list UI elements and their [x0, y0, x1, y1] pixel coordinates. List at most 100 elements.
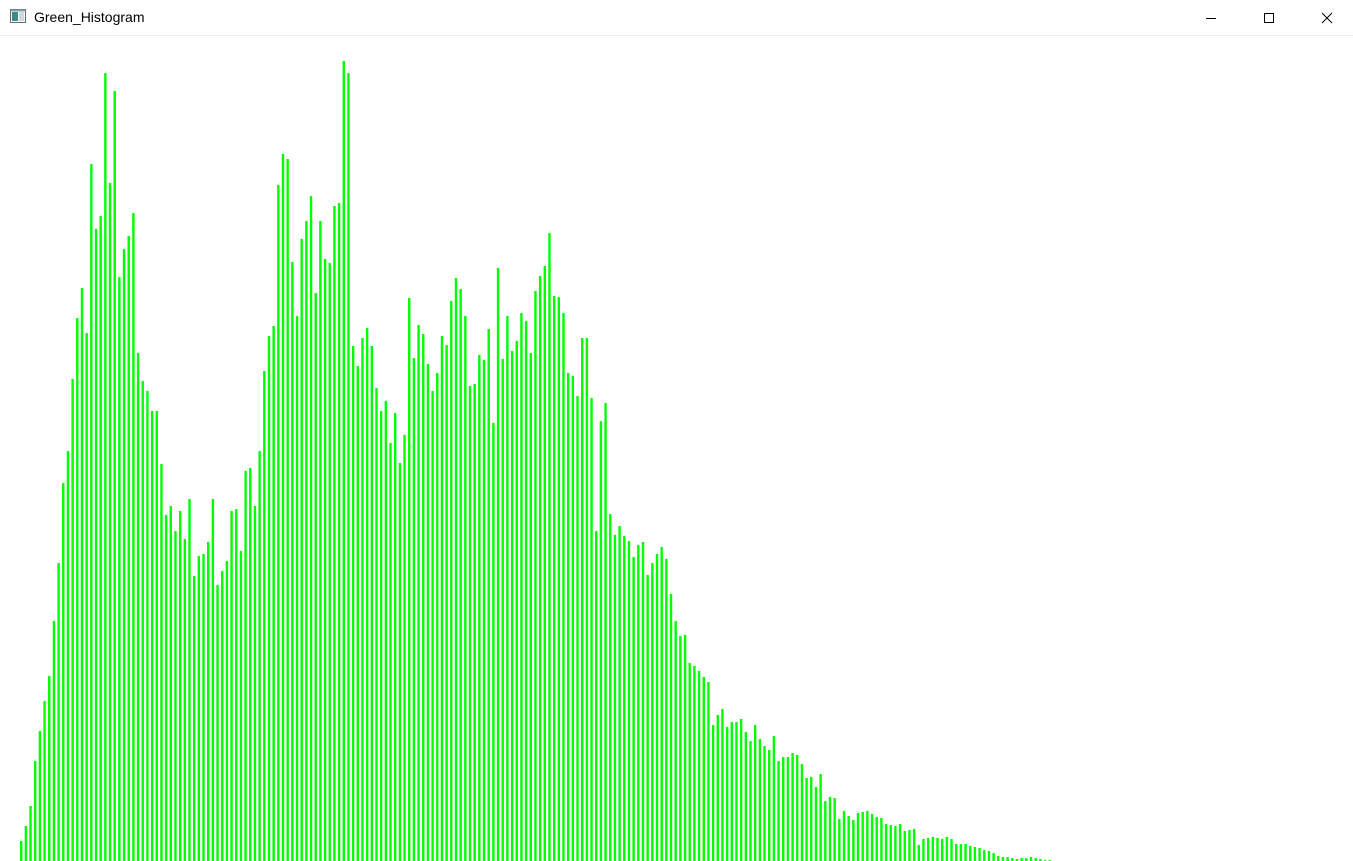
histogram-bar-207 — [987, 851, 991, 861]
histogram-bar-140 — [674, 621, 677, 861]
histogram-bar-154 — [739, 719, 743, 861]
histogram-bar-3 — [34, 761, 37, 861]
histogram-bar-203 — [969, 846, 972, 861]
histogram-bar-48 — [244, 471, 247, 861]
histogram-bar-55 — [277, 185, 280, 861]
histogram-bar-82 — [403, 435, 406, 861]
histogram-bar-44 — [225, 561, 229, 861]
histogram-bar-20 — [113, 91, 116, 861]
histogram-bar-130 — [627, 541, 631, 861]
histogram-bar-169 — [810, 777, 813, 861]
histogram-bar-135 — [651, 563, 654, 861]
histogram-bar-117 — [566, 373, 570, 861]
histogram-bar-1 — [24, 826, 28, 861]
histogram-bar-5 — [43, 701, 46, 861]
histogram-bar-123 — [595, 531, 598, 861]
histogram-bar-110 — [534, 291, 537, 861]
minimize-button[interactable] — [1182, 0, 1240, 35]
histogram-bar-211 — [1006, 857, 1009, 861]
histogram-bar-32 — [169, 506, 172, 861]
histogram-bar-84 — [412, 358, 416, 861]
histogram-bar-126 — [609, 514, 612, 861]
histogram-bar-101 — [492, 423, 495, 861]
histogram-bar-67 — [333, 206, 336, 861]
histogram-bar-45 — [230, 511, 233, 861]
histogram-bar-172 — [824, 801, 827, 861]
histogram-bar-91 — [445, 345, 448, 861]
histogram-bar-145 — [697, 671, 701, 861]
histogram-bar-19 — [108, 183, 112, 861]
histogram-bar-42 — [216, 585, 219, 861]
window-app-icon[interactable] — [10, 9, 26, 23]
histogram-bar-113 — [548, 233, 551, 861]
histogram-bar-87 — [426, 364, 430, 861]
histogram-bar-200 — [955, 844, 958, 861]
histogram-bar-25 — [136, 353, 140, 861]
histogram-bar-127 — [613, 535, 617, 861]
histogram-bar-26 — [141, 381, 144, 861]
maximize-icon — [1263, 12, 1275, 24]
histogram-bar-198 — [945, 837, 949, 861]
histogram-bar-210 — [1001, 857, 1005, 861]
histogram-bar-181 — [866, 811, 869, 861]
histogram-bar-96 — [468, 386, 472, 861]
histogram-bar-209 — [997, 856, 1000, 861]
maximize-button[interactable] — [1240, 0, 1298, 35]
histogram-bar-60 — [300, 239, 303, 861]
histogram-bar-61 — [305, 221, 308, 861]
histogram-bar-201 — [959, 844, 963, 861]
histogram-bar-12 — [76, 318, 79, 861]
histogram-bar-167 — [800, 764, 804, 861]
histogram-bar-186 — [889, 825, 892, 861]
histogram-bar-128 — [618, 526, 621, 861]
histogram-bar-81 — [398, 463, 402, 861]
histogram-bar-27 — [146, 391, 149, 861]
histogram-bar-58 — [291, 262, 294, 861]
histogram-bar-121 — [585, 338, 589, 861]
histogram-bar-105 — [510, 351, 514, 861]
histogram-bar-99 — [482, 360, 486, 861]
histogram-bar-214 — [1020, 858, 1023, 861]
histogram-bar-17 — [99, 216, 102, 861]
histogram-bar-163 — [782, 757, 785, 861]
close-icon — [1321, 12, 1333, 24]
histogram-bar-115 — [557, 297, 561, 861]
histogram-bar-204 — [973, 847, 977, 861]
histogram-bar-206 — [983, 850, 986, 861]
histogram-bar-85 — [417, 325, 420, 861]
histogram-bar-73 — [361, 338, 364, 861]
histogram-bar-161 — [772, 736, 776, 861]
histogram-bar-29 — [155, 411, 158, 861]
histogram-bar-173 — [828, 797, 832, 861]
histogram-bar-107 — [520, 313, 523, 861]
histogram-bar-6 — [48, 676, 51, 861]
histogram-bar-184 — [880, 818, 883, 861]
histogram-bar-136 — [655, 554, 659, 861]
histogram-bar-137 — [660, 547, 663, 861]
title-bar[interactable]: Green_Histogram — [0, 0, 1353, 36]
histogram-bar-98 — [478, 355, 481, 861]
histogram-bar-70 — [347, 73, 350, 861]
histogram-bar-180 — [861, 812, 864, 861]
histogram-bar-13 — [80, 288, 84, 861]
histogram-bar-102 — [496, 268, 500, 861]
histogram-chart — [20, 61, 1051, 861]
histogram-bar-164 — [786, 757, 790, 861]
histogram-bar-71 — [351, 346, 355, 861]
histogram-bar-30 — [160, 464, 163, 861]
histogram-bar-129 — [623, 536, 626, 861]
close-button[interactable] — [1298, 0, 1353, 35]
histogram-bar-168 — [805, 778, 808, 861]
histogram-bar-158 — [758, 739, 762, 861]
histogram-bar-59 — [295, 316, 299, 861]
histogram-bar-116 — [562, 313, 565, 861]
histogram-bar-109 — [529, 353, 532, 861]
histogram-bar-35 — [183, 539, 187, 861]
histogram-bar-175 — [838, 819, 841, 861]
histogram-bar-142 — [683, 635, 687, 861]
minimize-icon — [1205, 12, 1217, 24]
histogram-bar-178 — [852, 820, 855, 861]
histogram-bar-94 — [459, 289, 462, 861]
histogram-bar-120 — [581, 338, 584, 861]
